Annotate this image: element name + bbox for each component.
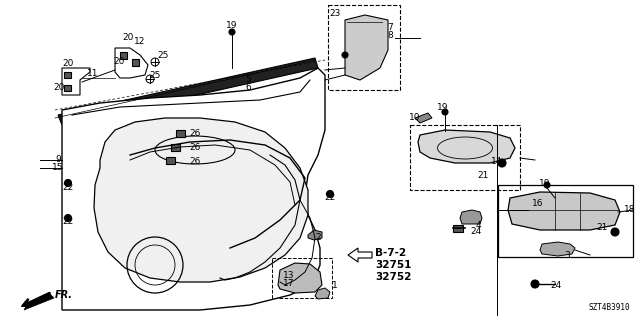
Circle shape [611, 228, 619, 236]
Text: 15: 15 [52, 164, 64, 173]
Text: 22: 22 [62, 218, 74, 226]
Polygon shape [62, 68, 325, 310]
Circle shape [65, 214, 72, 221]
Polygon shape [58, 58, 318, 125]
Bar [170, 144, 179, 151]
Circle shape [531, 280, 539, 288]
Text: 24: 24 [470, 227, 482, 236]
Bar [63, 72, 70, 78]
Polygon shape [418, 130, 515, 163]
Text: 32752: 32752 [375, 272, 412, 282]
Text: SZT4B3910: SZT4B3910 [588, 303, 630, 312]
Text: 22: 22 [62, 183, 74, 192]
Text: 25: 25 [157, 51, 169, 61]
Text: 24: 24 [550, 280, 562, 290]
Text: 17: 17 [284, 278, 295, 287]
Text: 1: 1 [332, 280, 338, 290]
Polygon shape [94, 118, 308, 282]
Text: 11: 11 [87, 69, 99, 78]
Circle shape [342, 52, 348, 58]
Text: 14: 14 [492, 158, 502, 167]
Polygon shape [348, 248, 372, 262]
Polygon shape [540, 242, 575, 256]
Text: 2: 2 [315, 234, 321, 242]
Bar [63, 85, 70, 91]
Polygon shape [508, 192, 620, 230]
Text: 23: 23 [330, 10, 340, 19]
Text: 10: 10 [409, 114, 420, 122]
Polygon shape [115, 48, 148, 78]
Text: 20: 20 [122, 33, 134, 42]
Text: 21: 21 [596, 224, 608, 233]
Text: 19: 19 [227, 20, 237, 29]
Bar [120, 51, 127, 58]
FancyArrowPatch shape [22, 293, 49, 306]
Circle shape [65, 180, 72, 187]
Text: 20: 20 [62, 58, 74, 68]
Circle shape [544, 182, 550, 188]
Circle shape [498, 159, 506, 167]
Polygon shape [308, 230, 322, 240]
Text: 26: 26 [189, 129, 201, 137]
Text: B-7-2: B-7-2 [375, 248, 406, 258]
Circle shape [442, 109, 448, 115]
Text: 18: 18 [624, 205, 636, 214]
Text: 26: 26 [189, 143, 201, 152]
Text: 12: 12 [134, 38, 146, 47]
Text: FR.: FR. [55, 290, 73, 300]
Text: 4: 4 [475, 220, 481, 229]
Circle shape [229, 29, 235, 35]
Polygon shape [24, 294, 54, 310]
Text: 20: 20 [113, 57, 125, 66]
Text: 25: 25 [149, 71, 161, 80]
Text: 7: 7 [387, 24, 393, 33]
Text: 22: 22 [324, 194, 335, 203]
Polygon shape [345, 15, 388, 80]
Text: 13: 13 [284, 271, 295, 279]
Text: 20: 20 [53, 84, 65, 93]
Text: 6: 6 [245, 84, 251, 93]
Text: 3: 3 [564, 250, 570, 259]
Text: 5: 5 [245, 76, 251, 85]
Polygon shape [315, 288, 330, 299]
Text: 26: 26 [189, 157, 201, 166]
Bar [131, 58, 138, 65]
Text: 32751: 32751 [375, 260, 412, 270]
Text: 8: 8 [387, 32, 393, 41]
Bar [175, 130, 184, 137]
Circle shape [326, 190, 333, 197]
Text: 21: 21 [477, 170, 489, 180]
Text: 16: 16 [532, 198, 544, 207]
Text: 19: 19 [437, 103, 449, 113]
Polygon shape [278, 263, 322, 293]
Bar [166, 157, 175, 164]
Bar [453, 225, 463, 232]
Polygon shape [460, 210, 482, 224]
Text: 9: 9 [55, 155, 61, 165]
Text: 19: 19 [540, 179, 551, 188]
Polygon shape [415, 113, 432, 123]
Polygon shape [62, 68, 90, 95]
